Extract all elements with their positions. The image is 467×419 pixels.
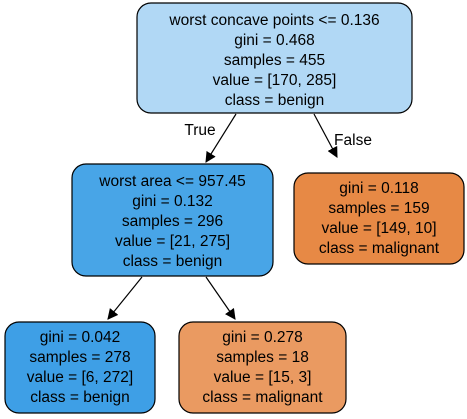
edge-left-to-leftleft: [108, 277, 142, 319]
tree-node-left: worst area <= 957.45 gini = 0.132 sample…: [72, 164, 273, 276]
node-line: value = [170, 285]: [213, 72, 337, 89]
node-line: gini = 0.278: [222, 329, 303, 346]
node-line: gini = 0.132: [132, 193, 213, 210]
edge-label-true: True: [184, 122, 215, 139]
node-line: gini = 0.118: [339, 180, 418, 197]
node-line: class = malignant: [202, 389, 323, 406]
node-line: value = [149, 10]: [321, 220, 436, 237]
tree-node-right: gini = 0.118 samples = 159 value = [149,…: [294, 173, 464, 264]
node-line: worst concave points <= 0.136: [168, 12, 379, 29]
node-line: value = [21, 275]: [115, 233, 230, 250]
edge-label-false: False: [334, 132, 372, 149]
node-line: samples = 278: [29, 349, 130, 366]
node-line: class = benign: [225, 92, 325, 109]
node-line: value = [15, 3]: [214, 369, 312, 386]
tree-node-left-left: gini = 0.042 samples = 278 value = [6, 2…: [5, 322, 155, 413]
node-line: class = malignant: [319, 240, 440, 257]
tree-node-left-right: gini = 0.278 samples = 18 value = [15, 3…: [179, 322, 346, 413]
node-line: samples = 296: [122, 213, 223, 230]
node-line: value = [6, 272]: [27, 369, 133, 386]
node-line: samples = 18: [216, 349, 309, 366]
node-line: gini = 0.042: [40, 329, 121, 346]
edge-left-to-leftright: [206, 277, 235, 319]
node-line: class = benign: [123, 253, 223, 270]
node-line: gini = 0.468: [234, 32, 315, 49]
node-line: class = benign: [30, 389, 130, 406]
node-line: samples = 455: [224, 52, 325, 69]
node-line: worst area <= 957.45: [98, 173, 246, 190]
node-line: samples = 159: [328, 200, 429, 217]
tree-node-root: worst concave points <= 0.136 gini = 0.4…: [137, 3, 412, 113]
